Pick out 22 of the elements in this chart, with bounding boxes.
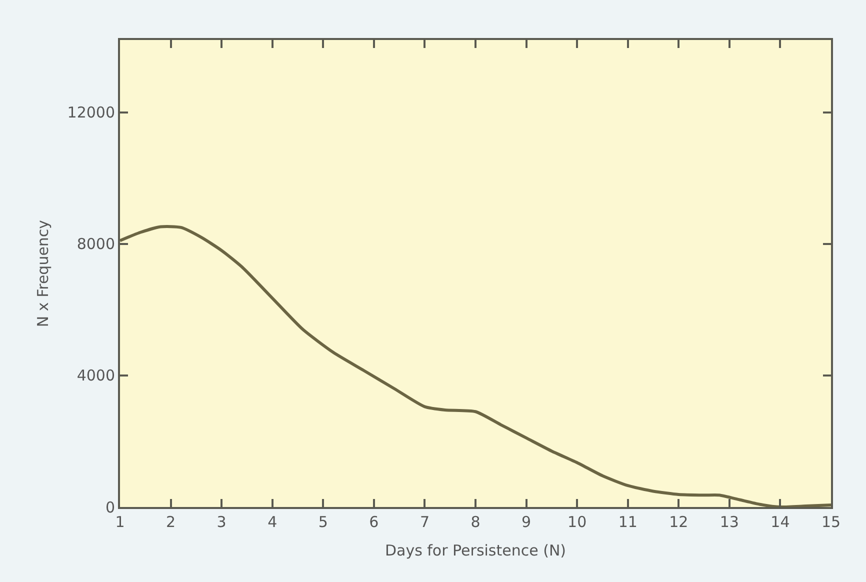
x-tick-label: 2	[166, 513, 176, 531]
x-tick-label: 10	[568, 513, 587, 531]
y-tick-label: 12000	[67, 104, 115, 122]
x-tick-label: 15	[821, 513, 841, 531]
x-tick-label: 3	[216, 513, 226, 531]
x-axis-title: Days for Persistence (N)	[384, 542, 566, 560]
x-tick-label: 14	[770, 513, 790, 531]
x-tick-label: 9	[522, 513, 532, 531]
x-tick-label: 13	[720, 513, 739, 531]
x-tick-label: 11	[618, 513, 638, 531]
x-tick-label: 12	[669, 513, 688, 531]
x-tick-label: 6	[369, 513, 379, 531]
x-tick-label: 4	[268, 513, 278, 531]
x-tick-label: 5	[318, 513, 328, 531]
y-axis-title: N x Frequency	[34, 220, 52, 328]
x-tick-label: 1	[115, 513, 125, 531]
x-tick-label: 7	[420, 513, 430, 531]
line-series	[120, 225, 831, 507]
y-tick-label: 4000	[76, 366, 115, 385]
y-tick-label: 0	[105, 498, 115, 516]
y-tick-label: 8000	[76, 235, 115, 254]
x-tick-label: 8	[470, 513, 480, 531]
